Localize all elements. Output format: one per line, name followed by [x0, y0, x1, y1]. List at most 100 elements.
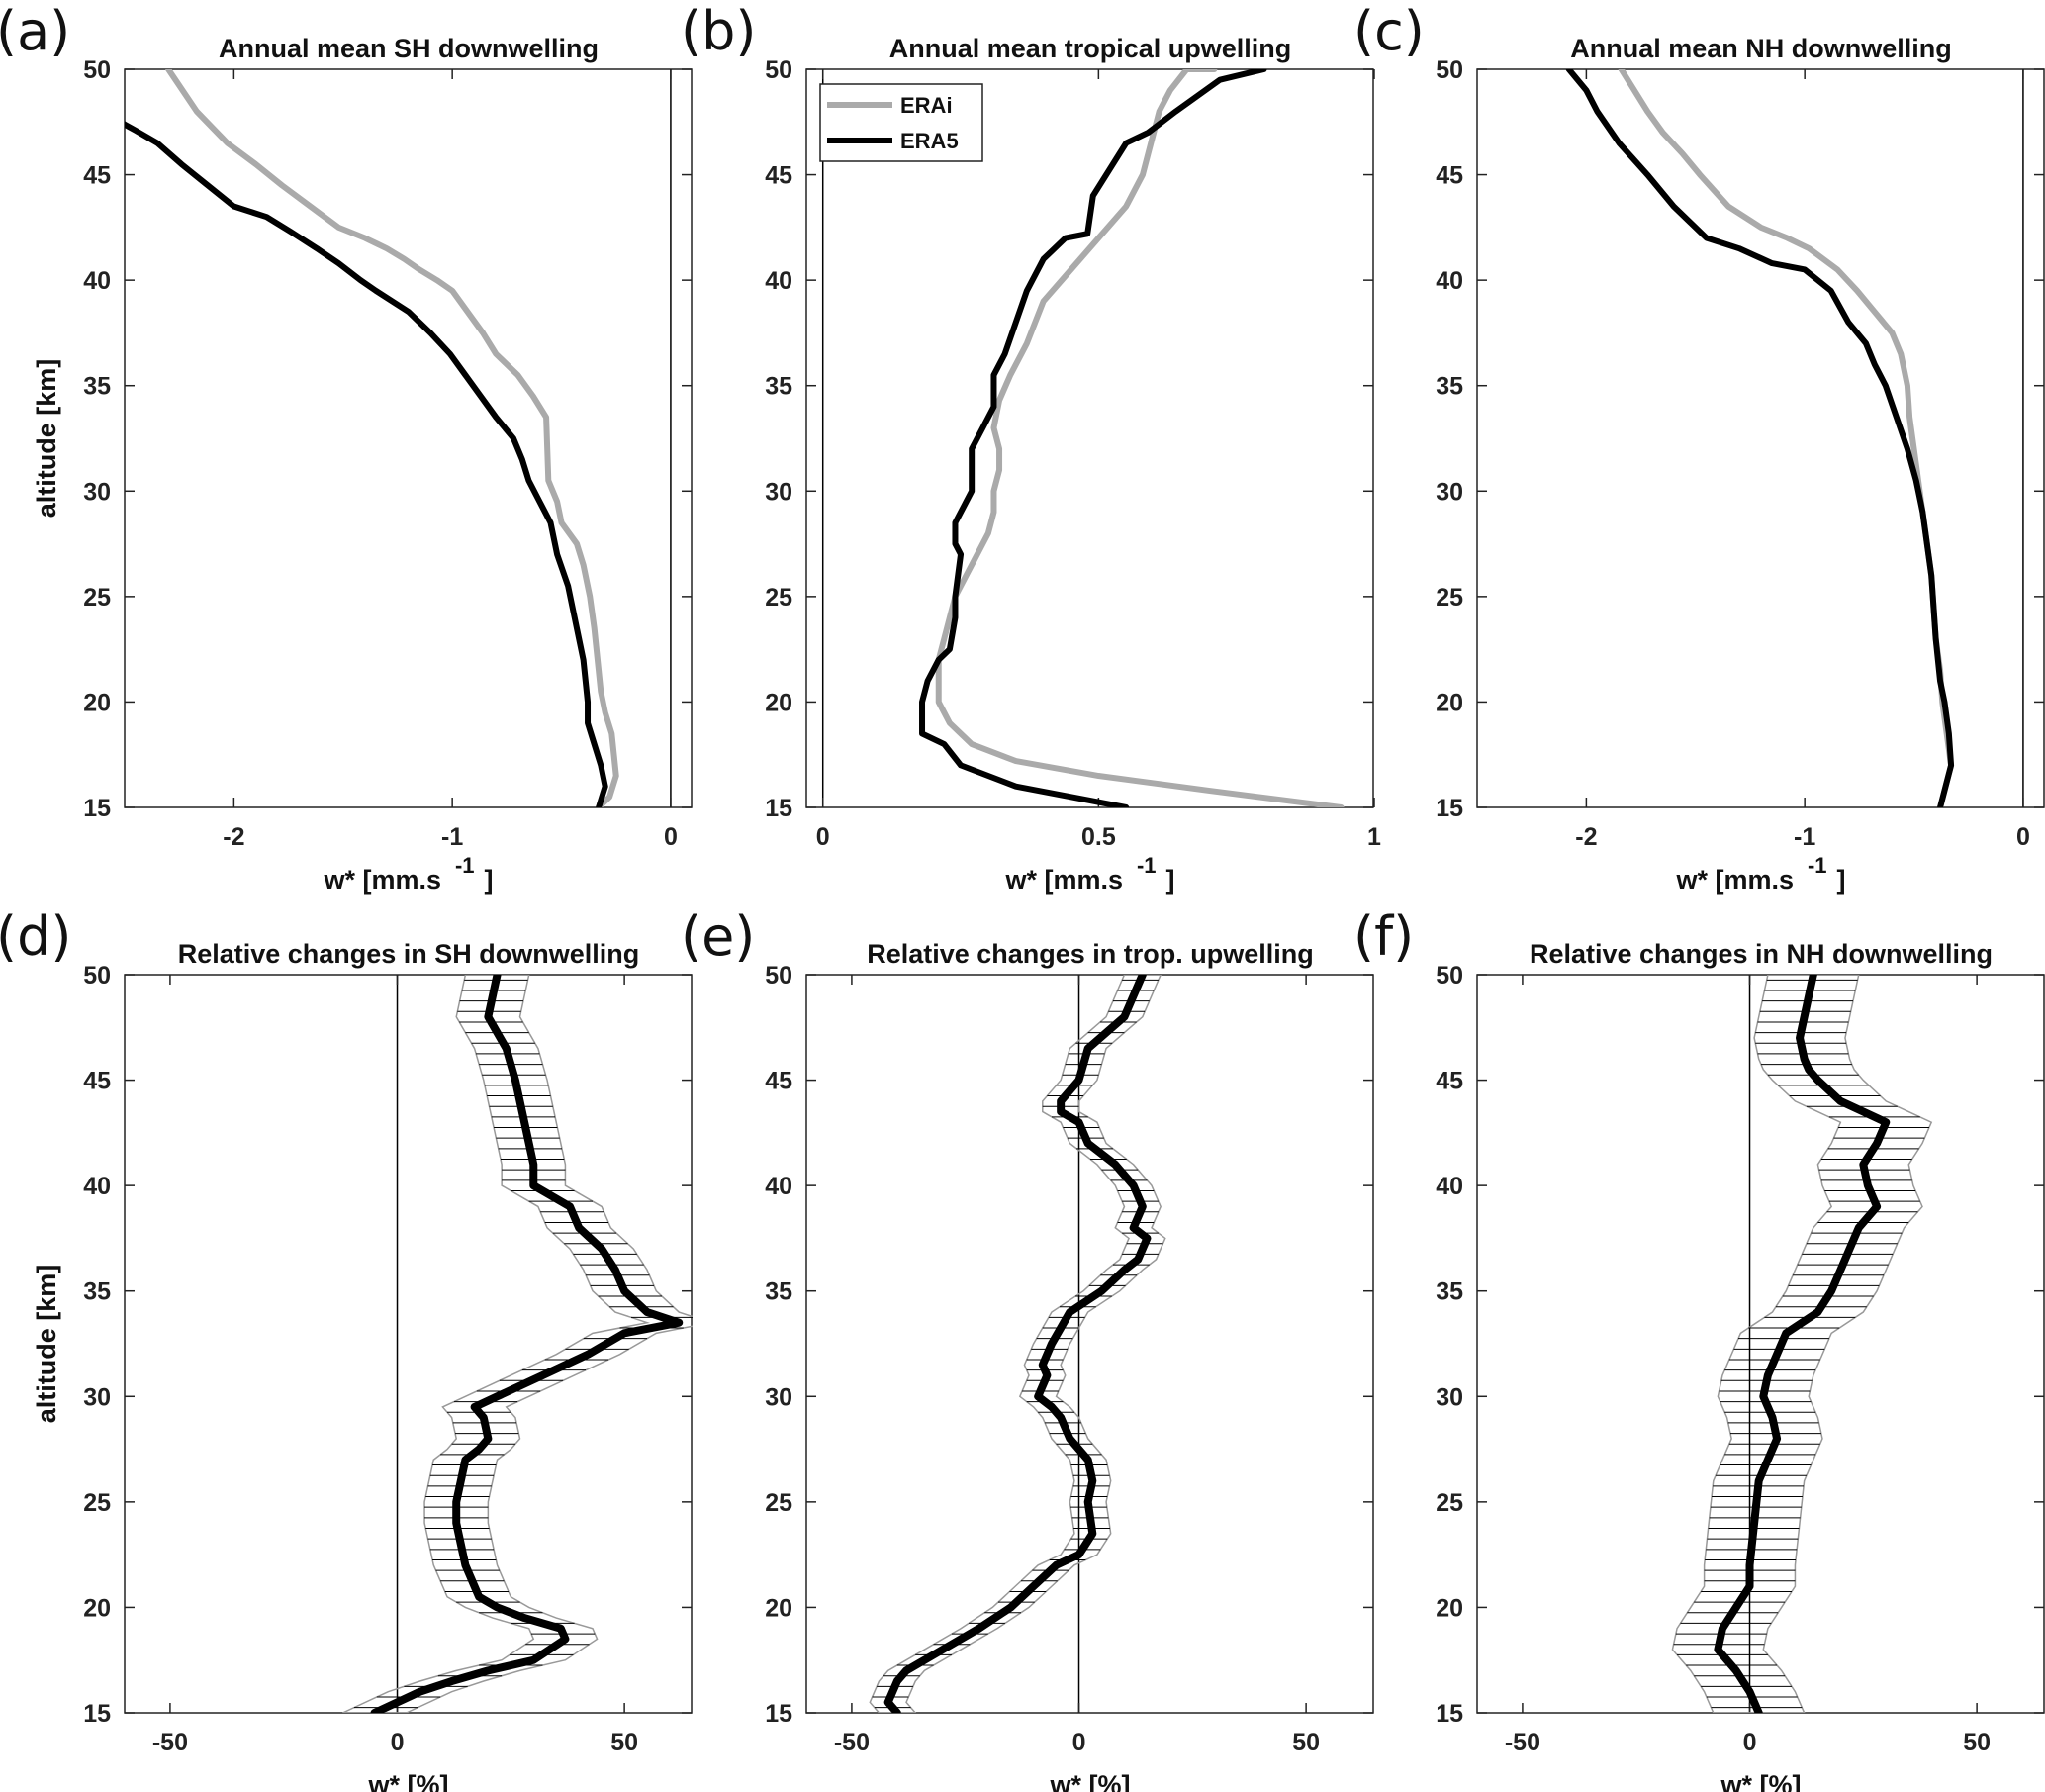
y-tick-label: 25: [765, 584, 792, 612]
y-tick-label: 45: [765, 1068, 792, 1095]
y-tick-label: 50: [1436, 962, 1463, 990]
x-tick-label: 50: [610, 1729, 638, 1756]
chart-title: Relative changes in trop. upwelling: [867, 939, 1314, 969]
x-tick-label: -50: [152, 1729, 188, 1756]
axes-frame: [124, 974, 693, 1714]
y-tick-label: 45: [765, 162, 792, 190]
series-line-mean: [883, 975, 1152, 1713]
panel-f: 15 20 25 30 35 40 45 50 -50 0 50 Relative changes i…: [1353, 905, 2045, 1792]
uncertainty-band: [1671, 975, 1933, 1713]
panel-e: 15 20 25 30 35 40 45 50 -50 0 50 Relative changes i…: [681, 905, 1374, 1792]
chart-title: Relative changes in SH downwelling: [178, 939, 640, 969]
legend-box: [819, 83, 983, 162]
x-tick-label: 1: [1367, 823, 1381, 851]
y-tick-label: 25: [1436, 584, 1463, 612]
x-axis-label-sup: -1: [1137, 853, 1157, 878]
y-tick-label: 40: [83, 1173, 111, 1200]
y-tick-label: 40: [765, 267, 792, 295]
x-tick-label: 0: [391, 1729, 405, 1756]
y-tick-label: 50: [765, 962, 792, 990]
y-tick-label: 25: [1436, 1489, 1463, 1517]
axes-frame: [805, 68, 1374, 808]
y-tick-label: 50: [83, 962, 111, 990]
y-tick-label: 30: [1436, 1383, 1463, 1411]
x-tick-label: -2: [223, 823, 244, 851]
y-tick-label: 35: [1436, 1278, 1463, 1306]
series-line-mean: [370, 975, 684, 1713]
legend-label-era5: ERA5: [900, 129, 959, 153]
series-line-era5: [125, 121, 608, 807]
y-tick-label: 45: [1436, 1068, 1463, 1095]
x-tick-label: 0: [816, 823, 830, 851]
y-tick-label: 15: [765, 795, 792, 822]
y-tick-label: 50: [765, 56, 792, 84]
y-tick-label: 20: [83, 689, 111, 716]
y-tick-label: 35: [83, 1278, 111, 1306]
y-tick-label: 35: [1436, 373, 1463, 401]
x-axis-label-main: w* [mm.s: [323, 865, 441, 895]
y-tick-label: 40: [1436, 1173, 1463, 1200]
y-tick-label: 30: [765, 478, 792, 506]
panel-label: (f): [1353, 905, 1414, 968]
panel-label: (e): [681, 905, 755, 968]
x-tick-label: 0.5: [1081, 823, 1116, 851]
y-tick-label: 35: [83, 373, 111, 401]
y-tick-label: 40: [765, 1173, 792, 1200]
y-axis-label: altitude [km]: [32, 1265, 61, 1424]
x-axis-label: w* [mm.s -1]: [323, 853, 493, 895]
series-line-erai: [935, 69, 1345, 807]
chart-title: Annual mean tropical upwelling: [889, 34, 1292, 63]
y-tick-label: 35: [765, 1278, 792, 1306]
plot-area: [1565, 69, 1955, 807]
y-tick-label: 45: [83, 1068, 111, 1095]
y-tick-label: 30: [765, 1383, 792, 1411]
y-tick-label: 15: [83, 795, 111, 822]
x-tick-label: -50: [1505, 1729, 1540, 1756]
y-tick-label: 50: [83, 56, 111, 84]
series-line-era5: [919, 69, 1267, 807]
y-tick-label: 50: [1436, 56, 1463, 84]
axes-frame: [805, 974, 1374, 1714]
y-tick-label: 30: [83, 1383, 111, 1411]
y-tick-label: 20: [83, 1594, 111, 1622]
panel-c: 15 20 25 30 35 40 45 50 -2 -1 0 Annual mean NH down…: [1353, 0, 2045, 895]
axes-frame: [124, 68, 693, 808]
y-tick-label: 15: [1436, 1700, 1463, 1728]
axes-frame: [1476, 68, 2045, 808]
y-tick-label: 15: [1436, 795, 1463, 822]
y-tick-label: 20: [765, 689, 792, 716]
x-axis-label-main: w* [%]: [1720, 1770, 1802, 1792]
panel-d: 15 20 25 30 35 40 45 50 -50 0 50 Relative changes i…: [0, 905, 693, 1792]
y-tick-label: 15: [83, 1700, 111, 1728]
panel-a: 15 20 25 30 35 40 45 50 -2 -1 0 Annual mean SH down…: [0, 0, 693, 895]
uncertainty-band: [342, 975, 693, 1713]
x-tick-label: -1: [441, 823, 463, 851]
y-tick-label: 45: [83, 162, 111, 190]
x-tick-label: -50: [834, 1729, 870, 1756]
y-tick-label: 25: [83, 584, 111, 612]
panel-label: (c): [1353, 0, 1425, 62]
y-tick-label: 20: [1436, 689, 1463, 716]
x-tick-label: 0: [2016, 823, 2030, 851]
x-axis-label: w* [%]: [368, 1770, 449, 1792]
panel-label: (b): [681, 0, 756, 62]
plot-area: [869, 975, 1166, 1713]
series-line-mean: [1714, 975, 1891, 1713]
y-tick-label: 30: [83, 478, 111, 506]
panel-label: (d): [0, 905, 71, 968]
panel-b: 15 20 25 30 35 40 45 50 0 0.5 1 Annual mean tropica…: [681, 0, 1381, 895]
x-axis-label-main: w* [%]: [1050, 1770, 1131, 1792]
y-tick-label: 45: [1436, 162, 1463, 190]
chart-title: Annual mean NH downwelling: [1570, 34, 1952, 63]
x-axis-label-main: w* [mm.s: [1004, 865, 1123, 895]
uncertainty-band: [869, 975, 1166, 1713]
x-axis-label-suffix: ]: [485, 865, 494, 895]
x-tick-label: -2: [1575, 823, 1597, 851]
y-tick-label: 40: [83, 267, 111, 295]
x-tick-label: -1: [1794, 823, 1815, 851]
plot-area: [125, 69, 619, 807]
x-tick-label: 50: [1292, 1729, 1320, 1756]
chart-title: Relative changes in NH downwelling: [1530, 939, 1993, 969]
x-axis-label-sup: -1: [1808, 853, 1827, 878]
